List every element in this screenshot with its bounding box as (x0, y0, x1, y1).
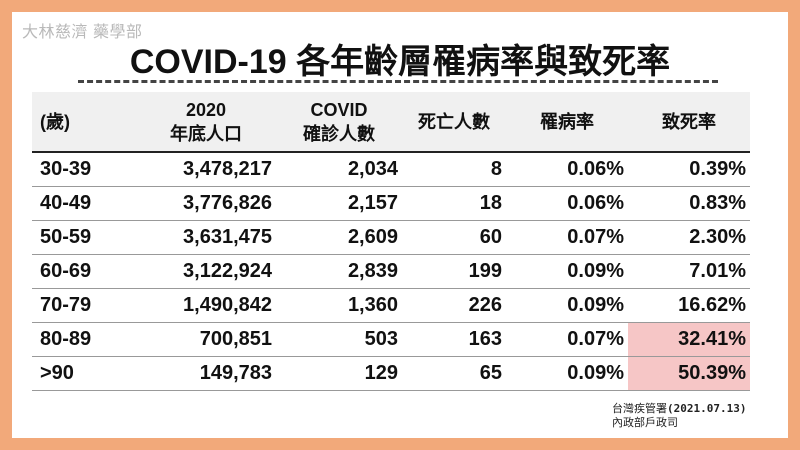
deaths-cell: 18 (402, 186, 506, 221)
cases-cell: 2,609 (276, 220, 402, 255)
infection-rate-cell: 0.09% (506, 356, 628, 391)
deaths-cell: 65 (402, 356, 506, 391)
deaths-cell: 226 (402, 288, 506, 323)
infection-rate-cell: 0.09% (506, 254, 628, 289)
header-fatality-rate: 致死率 (628, 92, 750, 153)
age-cell: 70-79 (32, 288, 136, 323)
fatality-rate-cell: 50.39% (628, 356, 750, 391)
header-cases: COVID 確診人數 (276, 92, 402, 153)
table-header: (歲) 2020 年底人口 COVID 確診人數 死亡人數 罹病率 致死率 (32, 92, 750, 153)
page-title: COVID-19 各年齡層罹病率與致死率 (129, 43, 671, 81)
population-cell: 3,478,217 (136, 152, 276, 187)
population-cell: 3,122,924 (136, 254, 276, 289)
source-date: (2021.07.13) (667, 402, 747, 415)
fatality-rate-cell: 0.83% (628, 186, 750, 221)
infection-rate-cell: 0.07% (506, 322, 628, 357)
table-body: 30-39 3,478,217 2,034 8 0.06% 0.39% 40-49 3,776… (32, 152, 750, 391)
table-row: 70-79 1,490,842 1,360 226 0.09% 16.62% (32, 288, 750, 323)
population-cell: 149,783 (136, 356, 276, 391)
header-population: 2020 年底人口 (136, 92, 276, 153)
table-row: 60-69 3,122,924 2,839 199 0.09% 7.01% (32, 254, 750, 289)
age-cell: 60-69 (32, 254, 136, 289)
header-row: (歲) 2020 年底人口 COVID 確診人數 死亡人數 罹病率 致死率 (32, 92, 750, 153)
header-cases-line: COVID (310, 99, 368, 120)
cases-cell: 2,157 (276, 186, 402, 221)
infection-rate-cell: 0.06% (506, 186, 628, 221)
header-infection-rate-line: 罹病率 (540, 111, 594, 132)
population-cell: 700,851 (136, 322, 276, 357)
watermark: 大林慈濟 藥學部 (22, 24, 143, 41)
cases-cell: 1,360 (276, 288, 402, 323)
fatality-rate-cell: 32.41% (628, 322, 750, 357)
cases-cell: 129 (276, 356, 402, 391)
table-row: 30-39 3,478,217 2,034 8 0.06% 0.39% (32, 152, 750, 187)
title-underline (78, 80, 718, 83)
source-note: 台灣疾管署(2021.07.13) 內政部戶政司 (612, 402, 746, 430)
fatality-rate-cell: 7.01% (628, 254, 750, 289)
header-fatality-rate-line: 致死率 (662, 111, 716, 132)
table-row: 80-89 700,851 503 163 0.07% 32.41% (32, 322, 750, 357)
infection-rate-cell: 0.09% (506, 288, 628, 323)
header-deaths: 死亡人數 (402, 92, 506, 153)
header-population-line: 2020 (185, 99, 227, 120)
deaths-cell: 8 (402, 152, 506, 187)
cases-cell: 2,839 (276, 254, 402, 289)
table-row: 50-59 3,631,475 2,609 60 0.07% 2.30% (32, 220, 750, 255)
age-cell: 80-89 (32, 322, 136, 357)
source-agency-line: 台灣疾管署(2021.07.13) (612, 402, 746, 416)
age-cell: 50-59 (32, 220, 136, 255)
fatality-rate-cell: 16.62% (628, 288, 750, 323)
age-cell: 40-49 (32, 186, 136, 221)
infection-rate-cell: 0.07% (506, 220, 628, 255)
fatality-rate-cell: 0.39% (628, 152, 750, 187)
header-infection-rate: 罹病率 (506, 92, 628, 153)
deaths-cell: 163 (402, 322, 506, 357)
header-cases-line: 確診人數 (303, 123, 375, 144)
cases-cell: 2,034 (276, 152, 402, 187)
source-agency: 台灣疾管署 (612, 403, 667, 415)
data-table-container: (歲) 2020 年底人口 COVID 確診人數 死亡人數 罹病率 致死率 30-39 3,47… (32, 92, 750, 391)
header-age-line: (歲) (40, 111, 70, 132)
population-cell: 3,776,826 (136, 186, 276, 221)
deaths-cell: 199 (402, 254, 506, 289)
age-cell: >90 (32, 356, 136, 391)
cases-cell: 503 (276, 322, 402, 357)
header-deaths-line: 死亡人數 (418, 111, 490, 132)
population-cell: 3,631,475 (136, 220, 276, 255)
infection-rate-cell: 0.06% (506, 152, 628, 187)
covid-age-table: (歲) 2020 年底人口 COVID 確診人數 死亡人數 罹病率 致死率 30-39 3,47… (32, 92, 750, 391)
table-row: >90 149,783 129 65 0.09% 50.39% (32, 356, 750, 391)
header-age: (歲) (32, 92, 136, 153)
deaths-cell: 60 (402, 220, 506, 255)
age-cell: 30-39 (32, 152, 136, 187)
population-cell: 1,490,842 (136, 288, 276, 323)
source-ministry: 內政部戶政司 (612, 417, 678, 429)
header-population-line: 年底人口 (170, 123, 242, 144)
fatality-rate-cell: 2.30% (628, 220, 750, 255)
table-row: 40-49 3,776,826 2,157 18 0.06% 0.83% (32, 186, 750, 221)
